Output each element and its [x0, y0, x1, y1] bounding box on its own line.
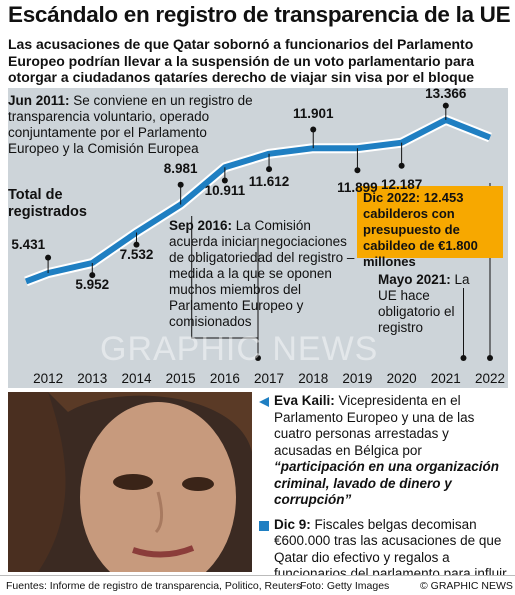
- leader-dot: [177, 181, 184, 188]
- dic9-date: Dic 9:: [274, 516, 311, 532]
- data-label: 11.901: [292, 106, 334, 122]
- sep-2016-bracket: [191, 216, 258, 339]
- x-tick-label: 2012: [33, 371, 64, 386]
- footer-sources: Fuentes: Informe de registro de transpar…: [6, 580, 302, 592]
- data-label: 13.366: [425, 85, 467, 101]
- x-tick-label: 2019: [342, 371, 373, 386]
- leader-dot: [442, 102, 449, 109]
- leader-dot: [310, 126, 317, 133]
- x-tick-label: 2017: [254, 371, 285, 386]
- note-sep-2016-date: Sep 2016:: [169, 218, 233, 233]
- kaili-quote: “participación en una organización crimi…: [274, 459, 500, 507]
- footer-photo-credit: Foto: Getty Images: [300, 580, 390, 592]
- x-tick-label: 2015: [165, 371, 196, 386]
- eva-kaili-photo: [8, 392, 252, 572]
- watermark: GRAPHIC NEWS: [100, 330, 379, 368]
- leader-dot: [221, 177, 228, 184]
- kaili-entry: Eva Kaili: Vicepresidenta en el Parlamen…: [256, 393, 510, 509]
- event-marker-dot: [460, 355, 467, 361]
- x-tick-label: 2013: [77, 371, 108, 386]
- leader-dot: [133, 241, 140, 248]
- data-label: 12.187: [380, 176, 423, 192]
- x-tick-label: 2014: [121, 371, 152, 386]
- kaili-name: Eva Kaili:: [274, 393, 335, 408]
- note-may-2021: Mayo 2021: La UE hace obligatorio el reg…: [378, 272, 488, 336]
- leader-dot: [89, 272, 96, 279]
- data-label: 8.981: [163, 160, 198, 176]
- data-label: 7.532: [119, 246, 154, 262]
- event-marker-dot: [255, 355, 261, 361]
- portrait-illustration: [8, 392, 252, 572]
- x-tick-label: 2020: [386, 371, 417, 386]
- leader-dot: [266, 166, 273, 173]
- page-title: Escándalo en registro de transparencia d…: [8, 2, 511, 27]
- x-tick-label: 2018: [298, 371, 329, 386]
- note-jun-2011: Jun 2011: Se conviene en un registro de …: [8, 93, 258, 157]
- note-may-2021-text: La UE hace obligatorio el registro: [378, 272, 470, 335]
- square-bullet-icon: [259, 520, 269, 531]
- data-label: 10.911: [204, 183, 246, 199]
- kaili-text: Vicepresidenta en el Parlamento Europeo …: [274, 393, 475, 458]
- data-label: 11.899: [337, 180, 378, 196]
- line-chart: [24, 102, 493, 361]
- data-label: 5.431: [11, 237, 46, 253]
- subtitle: Las acusaciones de que Qatar sobornó a f…: [8, 36, 475, 85]
- note-jun-2011-text: Se conviene en un registro de transparen…: [8, 93, 253, 156]
- x-tick-label: 2021: [430, 371, 461, 386]
- total-registrados-label: Total de registrados: [8, 187, 87, 220]
- note-sep-2016-text: La Comisión acuerda iniciar negociacione…: [169, 218, 355, 329]
- leader-dot: [45, 254, 52, 261]
- leader-dot: [354, 167, 361, 174]
- data-label: 11.612: [248, 173, 290, 189]
- note-jun-2011-date: Jun 2011:: [8, 93, 70, 108]
- data-label: 5.952: [75, 277, 110, 292]
- bottom-text-panel: Eva Kaili: Vicepresidenta en el Parlamen…: [256, 393, 510, 595]
- x-tick-label: 2016: [209, 371, 240, 386]
- dic-2022-callout: Dic 2022: 12.453 cabilderos con presupue…: [357, 186, 503, 269]
- leader-dot: [398, 162, 405, 169]
- x-axis: 2012 2013 2014 2015 2016 2017 2018 2019 2020 2021…: [8, 369, 508, 389]
- event-marker-dot: [487, 355, 493, 361]
- note-may-2021-date: Mayo 2021:: [378, 272, 451, 287]
- note-sep-2016: Sep 2016: La Comisión acuerda iniciar ne…: [169, 218, 359, 330]
- series-line: [24, 116, 492, 285]
- x-tick-label: 2022: [474, 371, 506, 386]
- footer: Fuentes: Informe de registro de transpar…: [0, 575, 515, 595]
- footer-copyright: © GRAPHIC NEWS: [420, 580, 513, 592]
- triangle-bullet-icon: [259, 397, 269, 407]
